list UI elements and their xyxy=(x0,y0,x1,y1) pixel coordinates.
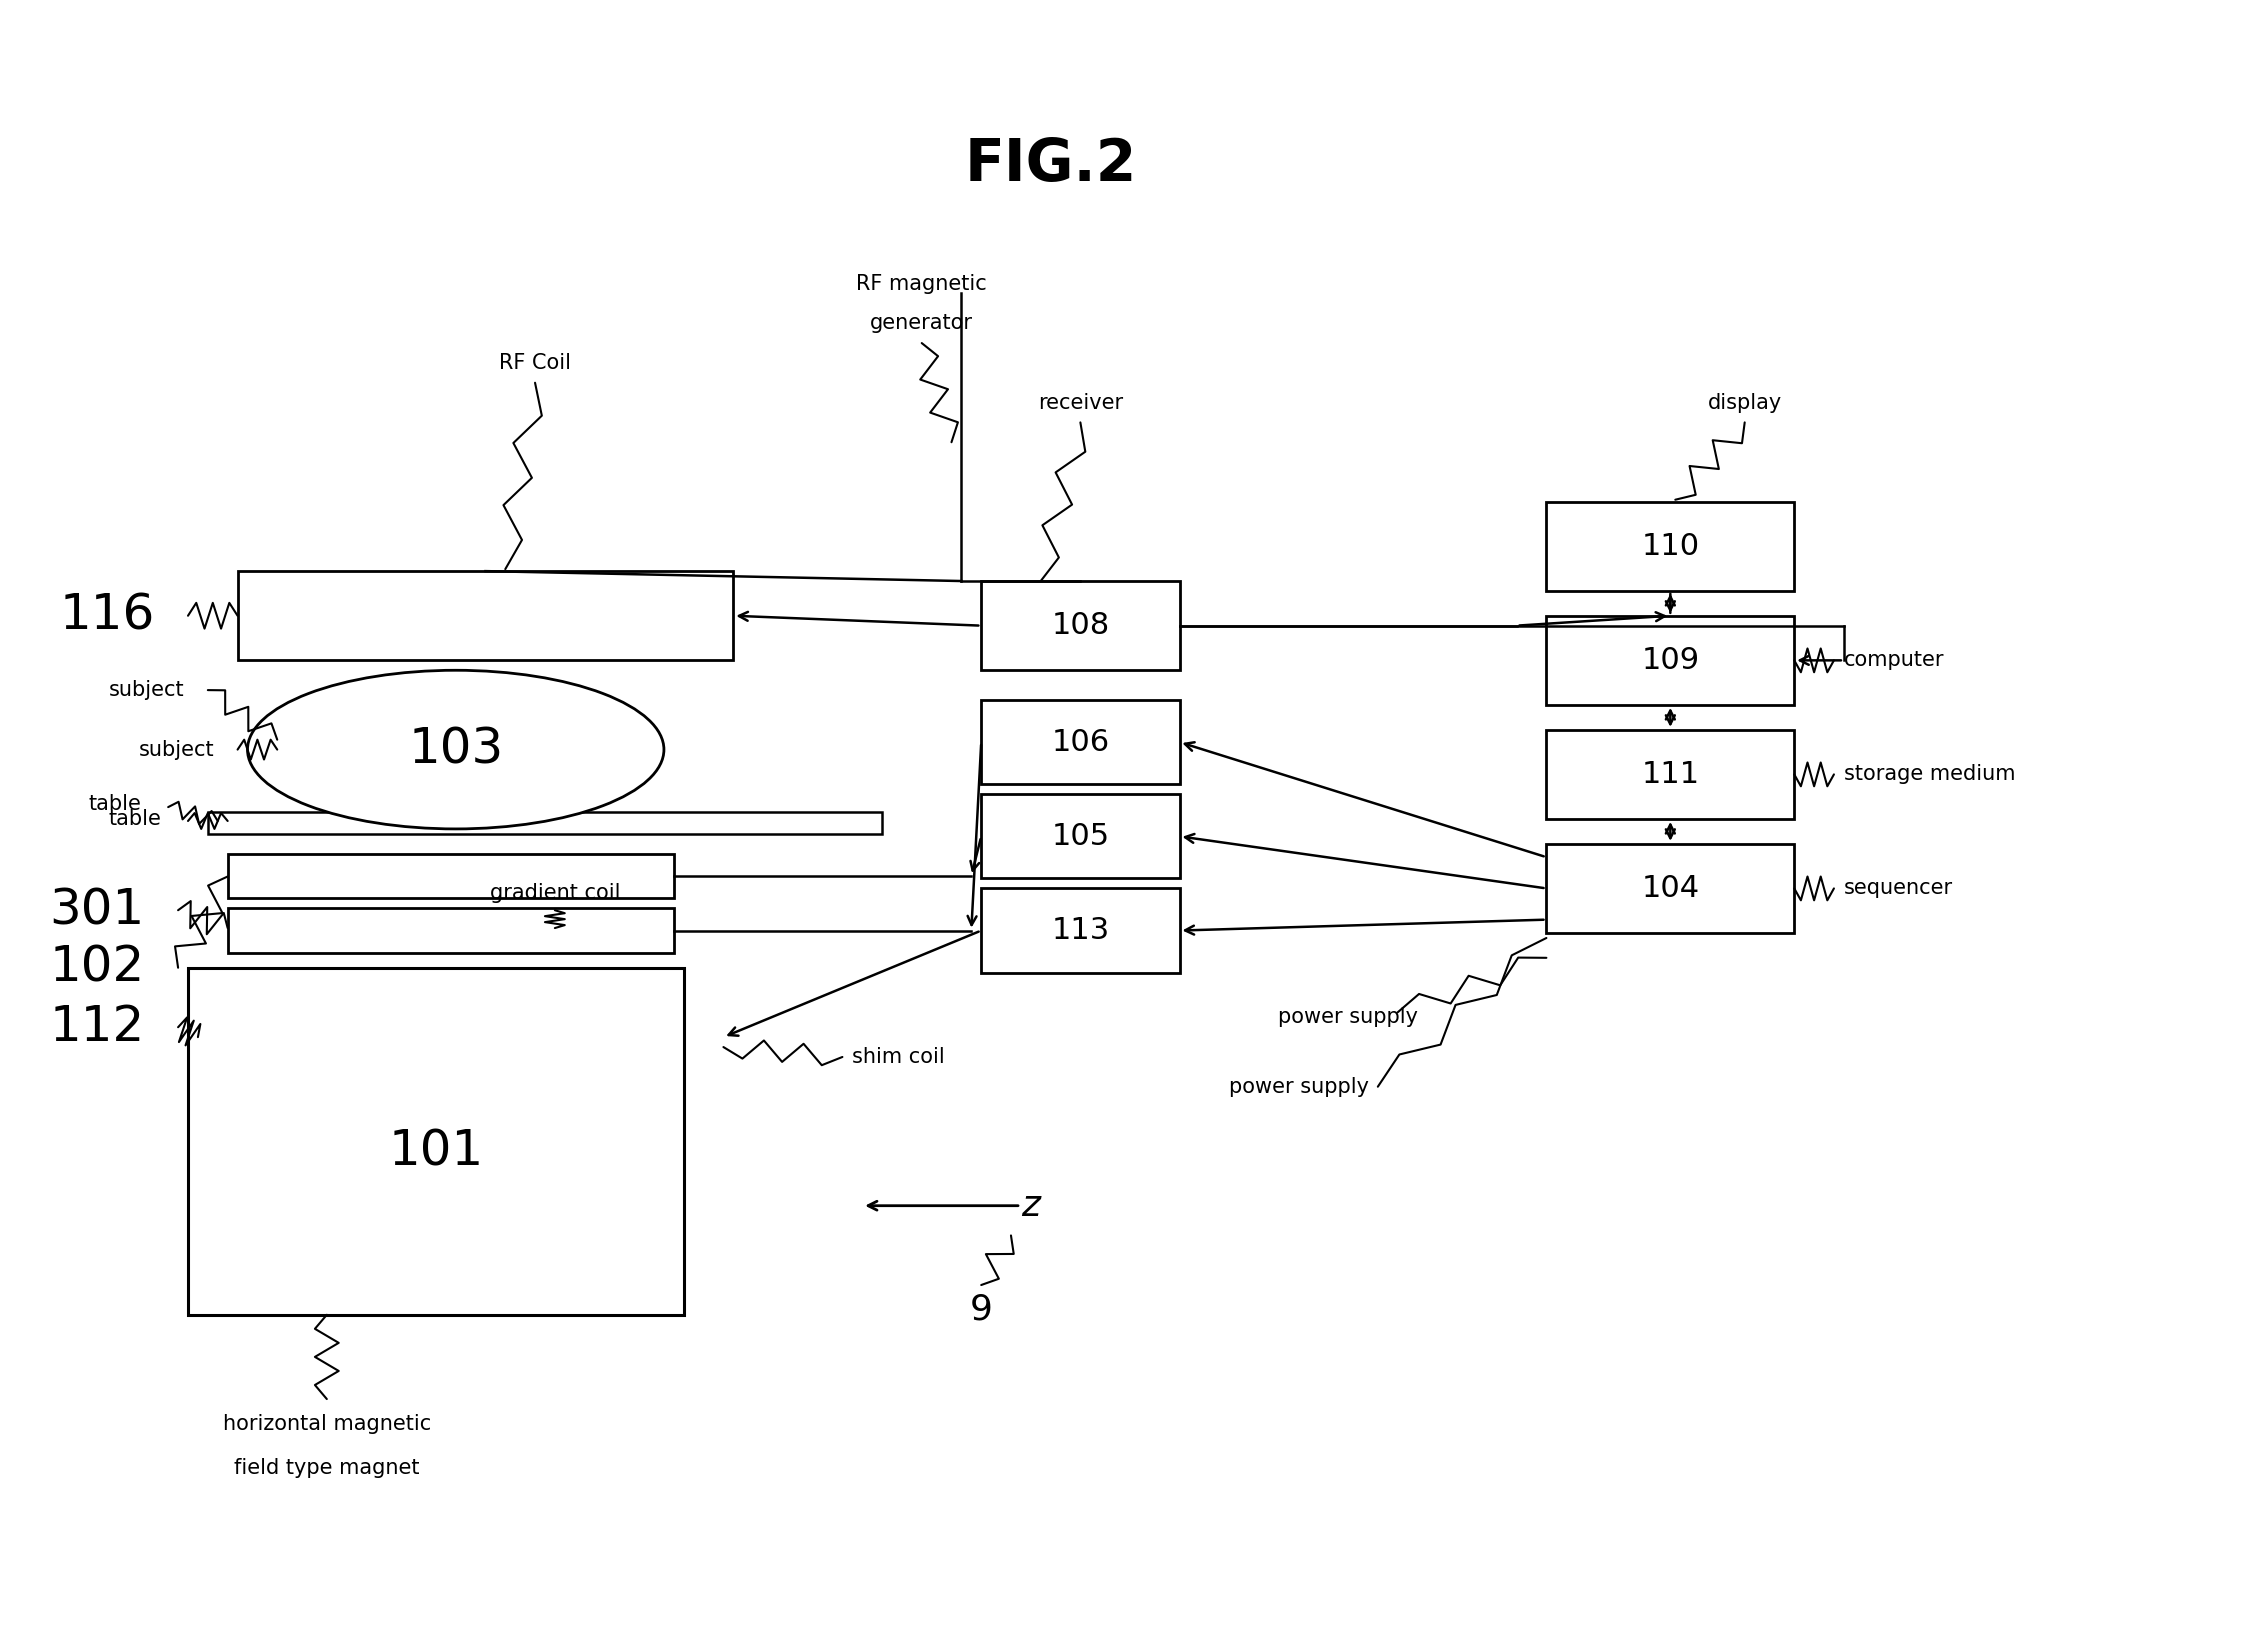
Text: power supply: power supply xyxy=(1277,1008,1419,1028)
Text: 110: 110 xyxy=(1642,531,1700,561)
Text: FIG.2: FIG.2 xyxy=(965,136,1136,193)
Text: sequencer: sequencer xyxy=(1844,879,1952,898)
Text: table: table xyxy=(108,810,162,829)
Bar xyxy=(207,811,882,834)
Bar xyxy=(1547,616,1795,705)
Text: RF Coil: RF Coil xyxy=(499,352,571,374)
Text: horizontal magnetic: horizontal magnetic xyxy=(223,1414,432,1434)
Text: 111: 111 xyxy=(1642,760,1700,788)
Text: table: table xyxy=(90,795,142,815)
Text: storage medium: storage medium xyxy=(1844,764,2015,785)
Text: 108: 108 xyxy=(1050,611,1109,641)
Text: 103: 103 xyxy=(407,726,504,774)
Bar xyxy=(227,854,675,898)
Text: 102: 102 xyxy=(49,944,144,992)
Text: z: z xyxy=(1021,1188,1041,1223)
Text: power supply: power supply xyxy=(1228,1077,1367,1096)
Bar xyxy=(981,795,1178,879)
Text: field type magnet: field type magnet xyxy=(234,1459,421,1478)
Text: 113: 113 xyxy=(1050,916,1109,946)
Bar xyxy=(1547,502,1795,592)
Bar xyxy=(1547,729,1795,820)
Text: 104: 104 xyxy=(1642,874,1700,903)
Bar xyxy=(189,967,684,1314)
Text: generator: generator xyxy=(870,313,974,333)
Bar xyxy=(981,582,1178,670)
Bar xyxy=(981,888,1178,972)
Text: RF magnetic: RF magnetic xyxy=(857,274,987,293)
Bar xyxy=(227,908,675,952)
Text: 109: 109 xyxy=(1642,646,1700,675)
Text: 106: 106 xyxy=(1050,728,1109,757)
Text: 116: 116 xyxy=(58,592,155,639)
Bar xyxy=(238,570,733,661)
Text: 9: 9 xyxy=(969,1293,992,1328)
Text: shim coil: shim coil xyxy=(852,1047,945,1067)
Text: subject: subject xyxy=(139,739,214,759)
Text: 101: 101 xyxy=(389,1128,484,1175)
Text: gradient coil: gradient coil xyxy=(490,883,621,903)
Text: computer: computer xyxy=(1844,651,1945,670)
Ellipse shape xyxy=(247,670,663,829)
Text: 105: 105 xyxy=(1050,821,1109,851)
Text: 112: 112 xyxy=(49,1003,144,1051)
Text: display: display xyxy=(1707,393,1781,413)
Text: subject: subject xyxy=(108,680,184,700)
Bar xyxy=(1547,844,1795,933)
Bar xyxy=(981,700,1178,785)
Text: receiver: receiver xyxy=(1037,393,1122,413)
Text: 301: 301 xyxy=(49,887,144,934)
